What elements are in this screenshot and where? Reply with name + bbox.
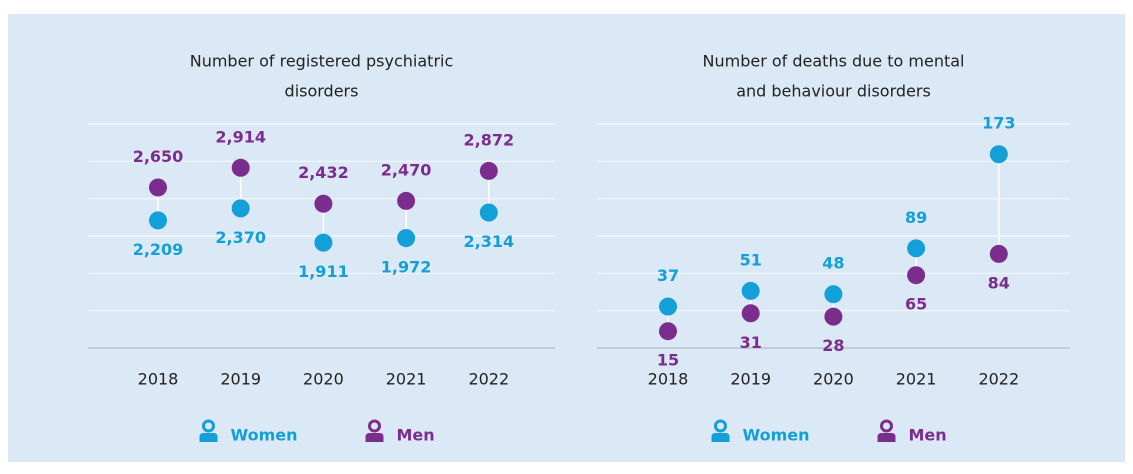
x-tick-label: 2020: [303, 370, 344, 389]
dot: [741, 281, 760, 300]
icon-head: [368, 419, 381, 433]
legend-icon: [877, 419, 896, 442]
icon-body: [365, 433, 384, 442]
legend-label: Women: [743, 426, 810, 445]
value-label: 89: [905, 208, 927, 227]
dot: [659, 297, 677, 316]
dot: [907, 266, 926, 285]
dot: [907, 239, 926, 258]
value-label: 2,914: [215, 127, 266, 146]
value-label: 2,314: [463, 232, 514, 251]
dot: [824, 307, 843, 326]
dot: [741, 304, 760, 323]
x-tick-label: 2020: [813, 370, 854, 389]
value-label: 28: [822, 336, 844, 355]
dot: [824, 285, 843, 304]
x-tick-label: 2022: [978, 370, 1019, 389]
icon-body: [711, 433, 730, 442]
value-label: 51: [740, 250, 762, 269]
value-label: 2,872: [463, 130, 514, 149]
value-label: 31: [740, 333, 762, 352]
dot: [659, 322, 677, 341]
legend-icon: [365, 419, 384, 442]
value-label: 2,432: [298, 163, 349, 182]
x-tick-label: 2018: [648, 370, 689, 389]
dot: [314, 194, 333, 213]
dot: [989, 244, 1008, 263]
value-label: 48: [822, 254, 844, 273]
x-tick-label: 2022: [468, 370, 509, 389]
chart-title: disorders: [285, 82, 359, 101]
value-label: 1,911: [298, 262, 349, 281]
legend-label: Women: [231, 426, 298, 445]
icon-head: [880, 419, 893, 433]
legend-icon: [711, 419, 730, 442]
value-label: 15: [657, 351, 679, 370]
background: [8, 14, 1125, 462]
value-label: 2,209: [133, 240, 184, 259]
dot: [149, 178, 167, 197]
dot: [231, 199, 250, 218]
value-label: 2,470: [381, 160, 432, 179]
x-tick-label: 2021: [386, 370, 427, 389]
legend-icon: [199, 419, 218, 442]
legend-label: Men: [397, 426, 435, 445]
x-tick-label: 2021: [896, 370, 937, 389]
legend-label: Men: [909, 426, 947, 445]
dot: [479, 161, 498, 180]
value-label: 37: [657, 266, 679, 285]
dot: [397, 229, 416, 248]
value-label: 2,650: [133, 147, 184, 166]
value-label: 65: [905, 295, 927, 314]
icon-head: [714, 419, 727, 433]
chart-title: Number of deaths due to mental: [703, 52, 965, 71]
dot: [397, 191, 416, 210]
dot: [479, 203, 498, 222]
icon-body: [199, 433, 218, 442]
dot: [231, 158, 250, 177]
x-tick-label: 2019: [220, 370, 261, 389]
dot: [314, 233, 333, 252]
chart-title: Number of registered psychiatric: [190, 52, 454, 71]
icon-head: [202, 419, 215, 433]
x-tick-label: 2018: [138, 370, 179, 389]
value-label: 2,370: [215, 228, 266, 247]
value-label: 84: [988, 273, 1010, 292]
dot: [989, 145, 1008, 164]
icon-body: [877, 433, 896, 442]
x-tick-label: 2019: [730, 370, 771, 389]
dot: [149, 211, 167, 230]
chart-title: and behaviour disorders: [736, 82, 931, 101]
value-label: 173: [982, 114, 1015, 133]
value-label: 1,972: [381, 258, 432, 277]
